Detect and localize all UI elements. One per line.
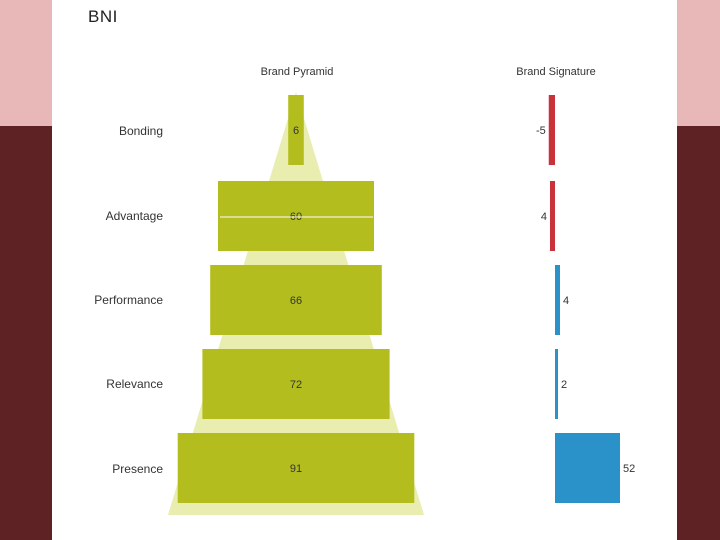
signature-value-relevance: 2 — [561, 379, 567, 391]
row-label-relevance: Relevance — [106, 377, 163, 391]
signature-value-performance: 4 — [563, 295, 569, 307]
signature-value-presence: 52 — [623, 463, 635, 475]
pyramid-bar-advantage — [218, 181, 374, 251]
signature-bar-relevance — [555, 349, 558, 419]
row-label-advantage: Advantage — [105, 209, 163, 223]
pyramid-bar-bonding — [288, 95, 304, 165]
row-label-bonding: Bonding — [118, 124, 163, 138]
signature-bar-presence — [555, 433, 620, 503]
pyramid-value-bonding: 6 — [293, 125, 299, 137]
signature-value-bonding: -5 — [536, 125, 546, 137]
pyramid-bar-relevance — [202, 349, 390, 419]
pyramid-bar-performance — [210, 265, 382, 335]
row-label-performance: Performance — [94, 293, 163, 307]
signature-bar-performance — [555, 265, 560, 335]
pyramid-bar-presence — [177, 433, 415, 503]
pyramid-column-header: Brand Pyramid — [260, 66, 334, 78]
signature-value-advantage: 4 — [541, 211, 547, 223]
signature-column-header: Brand Signature — [516, 66, 596, 78]
row-label-presence: Presence — [112, 462, 163, 476]
slide-title: BNI — [88, 7, 118, 26]
pyramid-value-presence: 91 — [290, 463, 302, 475]
pyramid-value-relevance: 72 — [290, 379, 302, 391]
signature-bar-advantage — [550, 181, 555, 251]
signature-bar-bonding — [548, 95, 555, 165]
pyramid-value-performance: 66 — [290, 295, 302, 307]
